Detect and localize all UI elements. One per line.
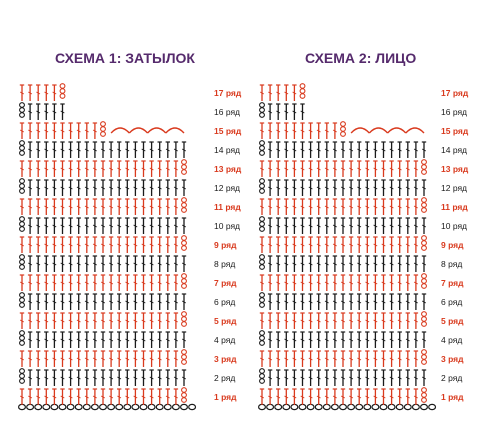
stitch-row-4 [19, 330, 187, 348]
foundation-chain [257, 403, 437, 411]
row-label-1: 1 ряд [441, 392, 464, 402]
stitch-row-17 [259, 83, 306, 101]
row-label-12: 12 ряд [214, 183, 241, 193]
stitch-row-15 [259, 121, 346, 139]
row-label-16: 16 ряд [441, 107, 468, 117]
stitch-row-10 [19, 216, 187, 234]
row-label-1: 1 ряд [214, 392, 237, 402]
row-label-15: 15 ряд [441, 126, 469, 136]
row-label-3: 3 ряд [441, 354, 464, 364]
row-label-4: 4 ряд [214, 335, 236, 345]
stitch-row-1 [19, 387, 187, 405]
row-label-4: 4 ряд [441, 335, 463, 345]
row-label-12: 12 ряд [441, 183, 468, 193]
stitch-row-7 [259, 273, 427, 291]
stitch-row-14 [259, 140, 427, 158]
row-label-16: 16 ряд [214, 107, 241, 117]
stitch-row-4 [259, 330, 427, 348]
row-label-7: 7 ряд [441, 278, 464, 288]
row-label-6: 6 ряд [441, 297, 463, 307]
stitch-row-8 [19, 254, 187, 272]
stitch-row-5 [259, 311, 427, 329]
row-label-8: 8 ряд [214, 259, 236, 269]
stitch-row-12 [259, 178, 427, 196]
row-label-15: 15 ряд [214, 126, 242, 136]
stitch-row-9 [259, 235, 427, 253]
row-label-9: 9 ряд [214, 240, 237, 250]
row-label-2: 2 ряд [214, 373, 236, 383]
row-label-3: 3 ряд [214, 354, 237, 364]
crochet-chart-2 [257, 83, 437, 411]
row-label-9: 9 ряд [441, 240, 464, 250]
row-label-17: 17 ряд [441, 88, 469, 98]
stitch-row-6 [259, 292, 427, 310]
row-label-11: 11 ряд [441, 202, 468, 212]
stitch-row-6 [19, 292, 187, 310]
row-label-10: 10 ряд [214, 221, 241, 231]
stitch-row-17 [19, 83, 66, 101]
row-label-2: 2 ряд [441, 373, 463, 383]
row-label-11: 11 ряд [214, 202, 241, 212]
row-label-17: 17 ряд [214, 88, 242, 98]
stitch-row-7 [19, 273, 187, 291]
row-label-10: 10 ряд [441, 221, 468, 231]
row-label-14: 14 ряд [441, 145, 468, 155]
stitch-row-9 [19, 235, 187, 253]
stitch-row-13 [259, 159, 427, 177]
stitch-row-2 [19, 368, 187, 386]
row-label-13: 13 ряд [441, 164, 469, 174]
stitch-row-11 [259, 197, 427, 215]
stitch-row-1 [259, 387, 427, 405]
stitch-row-11 [19, 197, 187, 215]
stitch-row-5 [19, 311, 187, 329]
chain-arches [110, 127, 185, 134]
stitch-row-2 [259, 368, 427, 386]
stitch-row-3 [259, 349, 427, 367]
chart-2-title: СХЕМА 2: ЛИЦО [305, 50, 417, 66]
chart-1-title: СХЕМА 1: ЗАТЫЛОК [55, 50, 195, 66]
row-label-14: 14 ряд [214, 145, 241, 155]
stitch-row-3 [19, 349, 187, 367]
row-label-7: 7 ряд [214, 278, 237, 288]
stitch-row-15 [19, 121, 106, 139]
stitch-row-13 [19, 159, 187, 177]
row-label-8: 8 ряд [441, 259, 463, 269]
row-label-5: 5 ряд [214, 316, 237, 326]
chain-arches [350, 127, 425, 134]
foundation-chain [17, 403, 197, 411]
stitch-row-16 [19, 102, 65, 120]
row-label-13: 13 ряд [214, 164, 242, 174]
stitch-row-8 [259, 254, 427, 272]
stitch-row-14 [19, 140, 187, 158]
stitch-row-10 [259, 216, 427, 234]
stitch-row-12 [19, 178, 187, 196]
stitch-row-16 [259, 102, 305, 120]
crochet-chart-1 [17, 83, 197, 411]
row-label-6: 6 ряд [214, 297, 236, 307]
row-label-5: 5 ряд [441, 316, 464, 326]
